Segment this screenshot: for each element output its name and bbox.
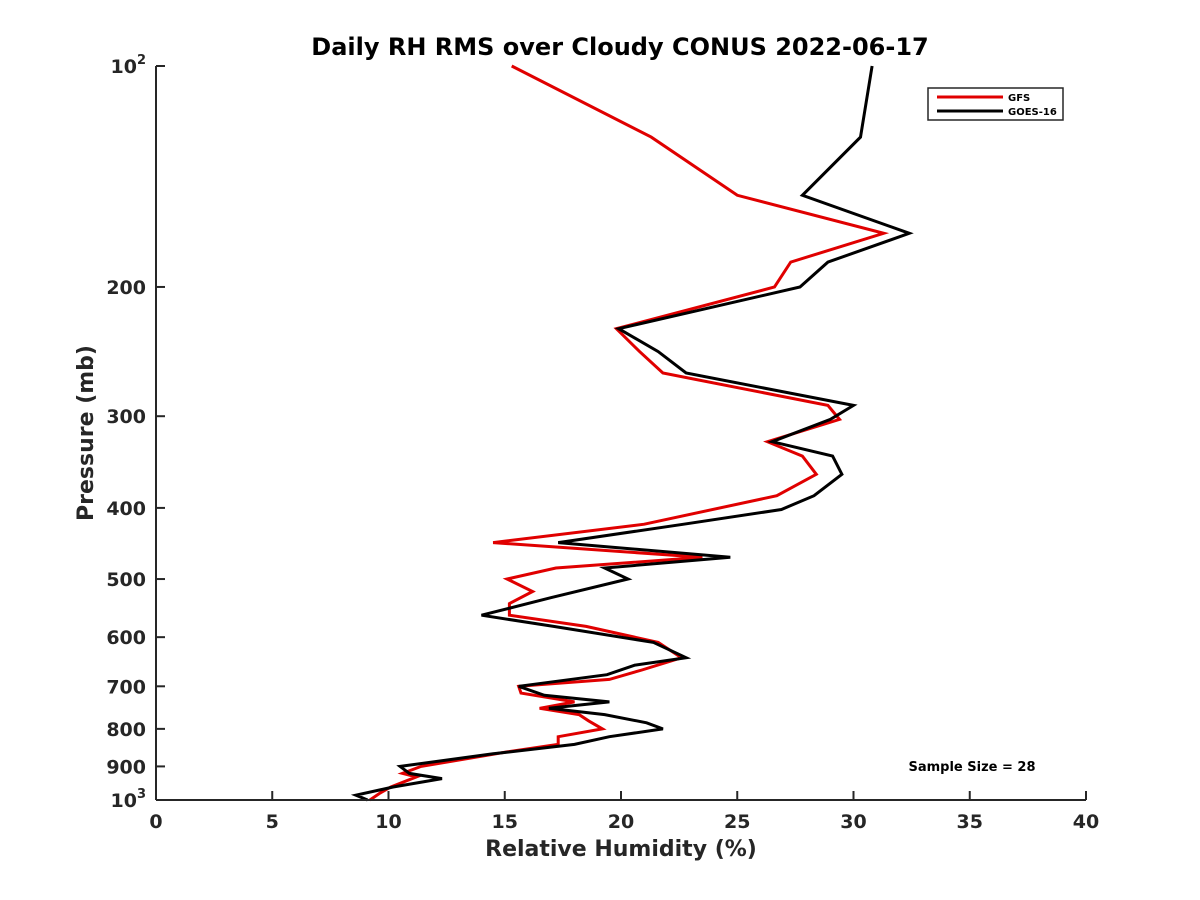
x-tick-label: 25 [724,811,750,833]
y-tick-label: 400 [106,498,146,520]
y-tick-label: 700 [106,676,146,698]
y-tick-label: 800 [106,719,146,741]
x-tick-label: 40 [1073,811,1099,833]
y-tick-label: 600 [106,627,146,649]
x-tick-label: 10 [375,811,401,833]
y-ticks: 102 200 300 400 500 600 700 800 900 103 [106,53,165,812]
legend-box [927,87,1064,121]
series-line-goes-16 [350,65,914,802]
legend-items: GFS GOES-16 [937,93,1057,118]
y-tick-label: 300 [106,406,146,428]
x-axis-label: Relative Humidity (%) [485,837,757,862]
legend-label-gfs: GFS [1008,93,1030,104]
x-tick-label: 20 [608,811,634,833]
x-tick-label: 5 [266,811,279,833]
x-tick-label: 15 [492,811,518,833]
x-tick-label: 0 [149,811,162,833]
chart-title: Daily RH RMS over Cloudy CONUS 2022-06-1… [311,33,928,61]
legend-label-goes-16: GOES-16 [1008,107,1057,118]
y-tick-label: 200 [106,277,146,299]
x-tick-label: 35 [957,811,983,833]
x-ticks: 0 5 10 15 20 25 30 35 40 [149,791,1099,833]
y-tick-label: 500 [106,569,146,591]
legend: GFS GOES-16 [927,87,1064,121]
y-tick-label: 103 [111,787,147,812]
y-tick-label: 102 [111,53,147,78]
series-layer [350,64,914,802]
y-axis-label: Pressure (mb) [74,345,99,521]
sample-size-annotation: Sample Size = 28 [908,760,1035,775]
y-tick-label: 900 [106,756,146,778]
x-tick-label: 30 [840,811,866,833]
